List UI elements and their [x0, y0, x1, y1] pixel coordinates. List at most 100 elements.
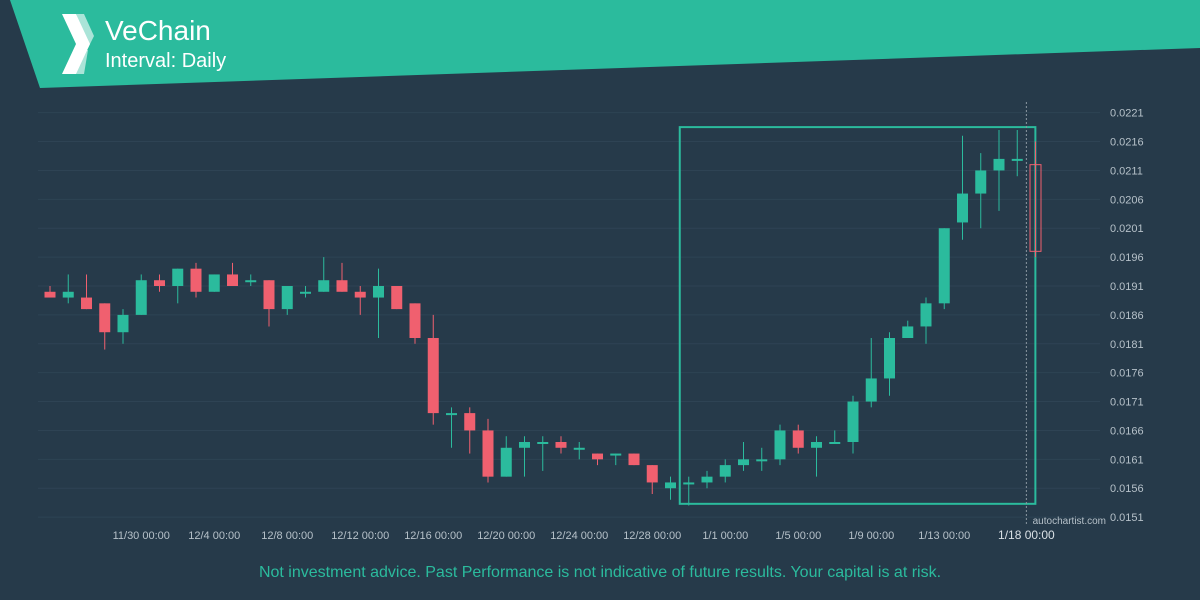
- candle: [245, 274, 257, 286]
- candle: [628, 453, 640, 466]
- candle-body: [774, 430, 786, 460]
- page-title: VeChain: [105, 15, 211, 46]
- candle-body: [847, 401, 859, 442]
- candle: [957, 135, 968, 240]
- candle-body: [154, 280, 165, 286]
- candle: [665, 476, 676, 500]
- candle-body: [190, 268, 202, 292]
- candle-body: [646, 465, 658, 483]
- candle-body: [373, 286, 384, 298]
- y-axis: 0.0221 0.0216 0.0211 0.0206 0.0201 0.0196 0.01…: [1110, 108, 1144, 524]
- candles: [44, 130, 1042, 506]
- candle: [318, 257, 330, 292]
- candle-body: [957, 193, 968, 223]
- candle: [354, 286, 366, 315]
- candle: [683, 476, 695, 506]
- x-tick-label: 12/28 00:00: [623, 530, 681, 542]
- candle: [738, 442, 749, 471]
- candle: [464, 407, 476, 454]
- candle: [135, 274, 147, 315]
- candle: [646, 465, 658, 494]
- x-tick-label: 12/8 00:00: [261, 530, 313, 542]
- candle: [884, 332, 895, 396]
- candle: [44, 286, 56, 298]
- candle: [500, 436, 512, 477]
- candle-body: [318, 280, 330, 292]
- candle-body: [427, 338, 439, 414]
- candle-body: [902, 326, 914, 338]
- candle-body: [573, 447, 585, 450]
- candle: [427, 314, 439, 425]
- candle-body: [62, 291, 74, 298]
- candle-body: [482, 430, 494, 477]
- x-tick-label: 1/13 00:00: [918, 530, 970, 542]
- candle-body: [756, 459, 768, 462]
- y-tick-label: 0.0161: [1110, 454, 1144, 466]
- y-tick-label: 0.0191: [1110, 281, 1144, 293]
- candle-body: [135, 280, 147, 315]
- vechain-logo-icon: [62, 14, 94, 74]
- candle: [610, 453, 622, 466]
- x-tick-label: 1/5 00:00: [775, 530, 821, 542]
- candle: [154, 274, 165, 292]
- candle: [902, 320, 914, 338]
- candle-body: [555, 442, 567, 448]
- candle-body: [865, 378, 877, 402]
- candle: [920, 297, 932, 344]
- candle-body: [300, 291, 311, 294]
- header-banner: [10, 0, 1200, 88]
- candle: [446, 407, 457, 448]
- candle: [519, 436, 530, 477]
- y-tick-label: 0.0216: [1110, 137, 1144, 149]
- candle: [537, 436, 549, 471]
- x-axis: 11/30 00:00 12/4 00:00 12/8 00:00 12/12 00:…: [113, 528, 1055, 542]
- candle-body: [592, 453, 603, 460]
- candle-body: [336, 280, 348, 292]
- watermark-text: autochartist.com: [1033, 516, 1106, 527]
- candle: [865, 338, 877, 408]
- pattern-highlight: [678, 102, 1037, 526]
- candle-body: [738, 459, 749, 466]
- candle-body: [263, 280, 275, 310]
- x-tick-label: 1/18 00:00: [998, 528, 1055, 542]
- candle-body: [117, 314, 129, 333]
- candle-body: [1011, 158, 1023, 161]
- candle-body: [208, 274, 220, 292]
- y-tick-label: 0.0171: [1110, 397, 1144, 409]
- candle-body: [446, 413, 457, 416]
- x-tick-label: 12/24 00:00: [550, 530, 608, 542]
- candle: [117, 309, 129, 344]
- candle: [482, 418, 494, 483]
- candle-body: [409, 303, 421, 338]
- candle-body: [628, 453, 640, 466]
- candle: [300, 286, 311, 298]
- candle-body: [281, 286, 293, 310]
- candle-body: [665, 482, 676, 489]
- x-tick-label: 1/1 00:00: [702, 530, 748, 542]
- candle: [701, 470, 713, 489]
- candle-body: [500, 447, 512, 477]
- candle: [993, 130, 1005, 211]
- y-tick-label: 0.0151: [1110, 512, 1144, 524]
- y-tick-label: 0.0176: [1110, 368, 1144, 380]
- candle: [409, 303, 421, 344]
- candle: [756, 447, 768, 471]
- candle: [938, 228, 950, 310]
- candle-body: [683, 482, 695, 485]
- chart-grid: [38, 112, 1100, 518]
- candle: [263, 280, 275, 327]
- candle-body: [920, 303, 932, 327]
- candle: [62, 274, 74, 304]
- candle-body: [701, 476, 713, 483]
- candle: [336, 262, 348, 292]
- y-tick-label: 0.0221: [1110, 108, 1144, 120]
- candle-body: [975, 170, 987, 194]
- candle: [774, 424, 786, 466]
- candle: [811, 436, 822, 477]
- y-tick-label: 0.0186: [1110, 310, 1144, 322]
- candle: [1011, 130, 1023, 177]
- candle-body: [227, 274, 238, 286]
- y-tick-label: 0.0181: [1110, 339, 1144, 351]
- candle-body: [354, 291, 366, 298]
